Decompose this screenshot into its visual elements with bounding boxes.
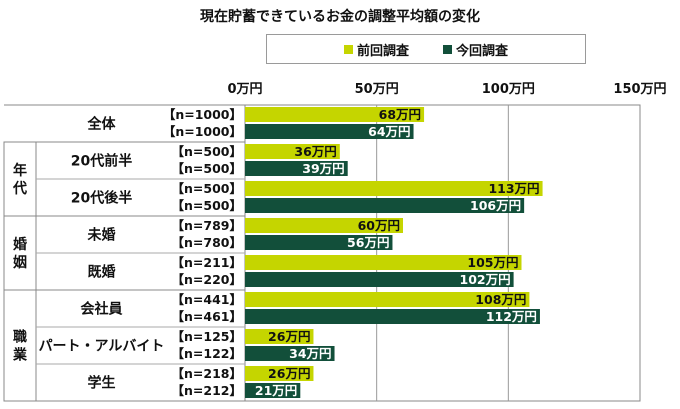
sample-size-label: 【n=211】 (172, 255, 242, 270)
legend-label-current: 今回調査 (456, 43, 509, 59)
data-label: 108万円 (475, 292, 526, 307)
sample-size-label: 【n=1000】 (163, 107, 242, 122)
legend-item-previous: 前回調査 (343, 40, 409, 59)
data-label: 26万円 (268, 366, 310, 381)
bar-current (245, 346, 335, 361)
bar-previous (245, 329, 314, 344)
data-label: 64万円 (368, 124, 410, 139)
sample-size-label: 【n=218】 (172, 366, 242, 381)
bar-previous (245, 255, 522, 270)
bar-current (245, 124, 414, 139)
data-label: 60万円 (358, 218, 400, 233)
x-tick-label: 150万円 (613, 82, 666, 97)
chart-title: 現在貯蓄できているお金の調整平均額の変化 (200, 9, 480, 25)
category-label: 会社員 (81, 301, 123, 318)
bar-current (245, 198, 525, 213)
sample-size-label: 【n=500】 (172, 161, 242, 176)
bar-previous (245, 107, 425, 122)
sample-size-label: 【n=780】 (172, 235, 242, 250)
sample-size-label: 【n=212】 (172, 383, 242, 398)
bar-previous (245, 181, 543, 196)
legend-label-previous: 前回調査 (356, 43, 409, 59)
legend: 前回調査 今回調査 (266, 34, 586, 64)
section-label: 婚姻 (13, 236, 27, 271)
category-label: 既婚 (88, 264, 116, 281)
bar-previous (245, 144, 340, 159)
section-box (3, 215, 37, 291)
data-label: 112万円 (486, 309, 537, 324)
legend-swatch-previous (343, 44, 353, 54)
legend-item-current: 今回調査 (443, 40, 508, 59)
category-label: 学生 (88, 375, 116, 392)
section-label: 年代 (12, 162, 27, 197)
sample-size-label: 【n=789】 (172, 218, 242, 233)
bar-current (245, 309, 540, 324)
category-label: 未婚 (88, 227, 116, 244)
x-tick-label: 100万円 (482, 82, 535, 97)
bar-previous (245, 218, 403, 233)
category-label: パート・アルバイト (39, 339, 165, 355)
sample-size-label: 【n=125】 (172, 329, 242, 344)
sample-size-label: 【n=220】 (172, 272, 242, 287)
data-label: 26万円 (268, 329, 310, 344)
x-tick-label: 50万円 (355, 82, 399, 97)
sample-size-label: 【n=500】 (172, 198, 242, 213)
data-label: 56万円 (347, 235, 389, 250)
sample-size-label: 【n=441】 (172, 292, 242, 307)
sample-size-label: 【n=1000】 (163, 124, 242, 139)
data-label: 102万円 (460, 272, 511, 287)
bar-previous (245, 366, 314, 381)
legend-swatch-current (443, 44, 452, 54)
category-label: 20代後半 (71, 190, 132, 207)
section-label: 職業 (12, 329, 28, 364)
section-box (3, 141, 37, 217)
category-label: 全体 (87, 116, 117, 133)
bar-current (245, 272, 514, 287)
sample-size-label: 【n=500】 (172, 144, 242, 159)
section-box (3, 289, 37, 402)
bar-current (245, 235, 393, 250)
x-tick-label: 0万円 (227, 82, 262, 97)
data-label: 113万円 (488, 181, 539, 196)
data-label: 105万円 (467, 255, 518, 270)
data-label: 21万円 (255, 383, 297, 398)
data-label: 36万円 (294, 144, 336, 159)
bar-current (245, 383, 301, 398)
bar-current (245, 161, 348, 176)
data-label: 34万円 (289, 346, 331, 361)
data-label: 68万円 (379, 107, 421, 122)
bar-previous (245, 292, 530, 307)
data-label: 106万円 (470, 198, 521, 213)
sample-size-label: 【n=461】 (172, 309, 242, 324)
category-label: 20代前半 (71, 153, 132, 170)
sample-size-label: 【n=122】 (172, 346, 242, 361)
sample-size-label: 【n=500】 (172, 181, 242, 196)
data-label: 39万円 (302, 161, 344, 176)
